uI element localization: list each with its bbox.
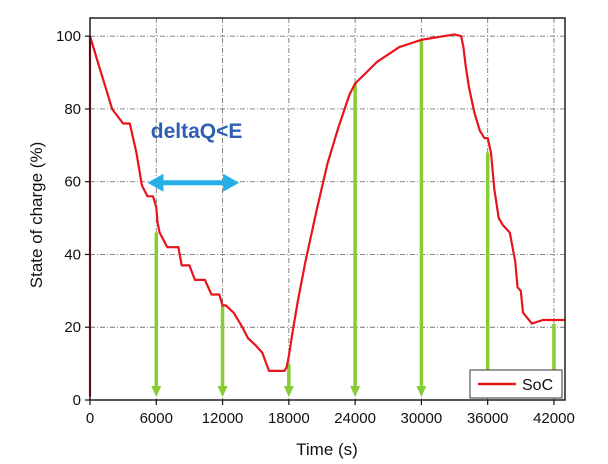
marker-arrowhead	[416, 386, 427, 397]
marker-arrowhead	[217, 386, 228, 397]
y-tick-label: 40	[64, 246, 81, 263]
plot-border	[89, 17, 566, 401]
measurement-marker	[217, 305, 228, 397]
tick-labels: 0 6000 12000 18000 24000 30000 36000 42000 0 20 40…	[56, 28, 575, 427]
x-tick-label: 30000	[401, 410, 443, 427]
x-tick-label: 24000	[334, 410, 376, 427]
arrow-head-left	[147, 173, 164, 192]
y-axis-label: State of charge (%)	[27, 142, 46, 288]
y-tick-label: 20	[64, 319, 81, 336]
y-tick-label: 100	[56, 28, 81, 45]
measurement-marker	[283, 363, 294, 397]
y-tick-label: 0	[73, 392, 81, 409]
x-tick-label: 18000	[268, 410, 310, 427]
marker-arrowhead	[283, 386, 294, 397]
marker-arrowhead	[350, 386, 361, 397]
x-tick-label: 42000	[533, 410, 575, 427]
measurement-marker	[482, 152, 493, 397]
measurement-marker	[151, 232, 162, 397]
y-tick-label: 60	[64, 174, 81, 191]
measurement-marker	[350, 83, 361, 397]
x-tick-label: 0	[86, 410, 94, 427]
y-tick-label: 80	[64, 101, 81, 118]
legend: SoC	[469, 369, 563, 399]
plot-frame	[85, 17, 566, 405]
delta-annotation: deltaQ<E	[147, 120, 242, 192]
arrow-head-right	[223, 173, 240, 192]
legend-label-soc: SoC	[522, 377, 553, 394]
series-layer	[88, 33, 565, 397]
x-tick-label: 12000	[202, 410, 244, 427]
measurement-marker	[416, 39, 427, 397]
series-line-soc	[88, 33, 565, 397]
x-tick-label: 36000	[467, 410, 509, 427]
double-arrow	[147, 173, 240, 192]
grid	[90, 18, 565, 400]
annotation-text: deltaQ<E	[151, 120, 243, 143]
marker-arrowhead	[151, 386, 162, 397]
x-tick-label: 6000	[140, 410, 173, 427]
x-axis-label: Time (s)	[296, 440, 358, 459]
